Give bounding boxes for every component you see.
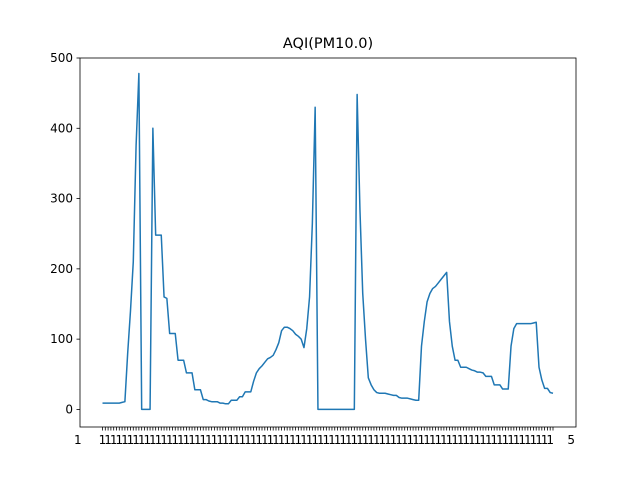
chart-title: AQI(PM10.0): [283, 36, 373, 52]
x-tick-label: 1: [418, 433, 426, 447]
x-tick-label: 1: [496, 433, 504, 447]
x-tick-label: 1: [479, 433, 487, 447]
x-tick-label: 1: [462, 433, 470, 447]
x-tick-label: 1: [446, 433, 454, 447]
x-tick-label: 1: [104, 433, 112, 447]
x-tick-label: 1: [317, 433, 325, 447]
y-tick-label: 0: [65, 402, 73, 416]
x-tick-label: 1: [524, 433, 532, 447]
x-tick-label: 1: [74, 433, 82, 447]
x-tick-label: 1: [267, 433, 275, 447]
x-tick-label: 1: [138, 433, 146, 447]
x-tick-label: 1: [155, 433, 163, 447]
x-tick-label: 1: [311, 433, 319, 447]
x-tick-label: 1: [345, 433, 353, 447]
x-tick-label: 1: [457, 433, 465, 447]
x-tick-label: 1: [188, 433, 196, 447]
x-tick-label: 1: [490, 433, 498, 447]
x-tick-label: 1: [99, 433, 107, 447]
x-tick-label: 1: [507, 433, 515, 447]
x-tick-label: 1: [233, 433, 241, 447]
y-tick-label: 400: [50, 121, 73, 135]
x-tick-label: 1: [278, 433, 286, 447]
x-tick-label: 1: [194, 433, 202, 447]
x-tick-label: 1: [300, 433, 308, 447]
x-tick-label: 1: [356, 433, 364, 447]
x-tick-label: 1: [216, 433, 224, 447]
x-tick-label: 1: [406, 433, 414, 447]
x-tick-label: 1: [485, 433, 493, 447]
x-tick-label: 1: [323, 433, 331, 447]
x-tick-label: 1: [143, 433, 151, 447]
x-tick-label: 1: [283, 433, 291, 447]
y-axis: 0 100 200 300 400 500: [50, 51, 80, 416]
x-tick-label: 1: [518, 433, 526, 447]
x-tick-label: 1: [378, 433, 386, 447]
x-tick-label: 1: [367, 433, 375, 447]
x-tick-label: 1: [115, 433, 123, 447]
x-tick-label: 1: [429, 433, 437, 447]
x-tick-label: 5: [567, 433, 575, 447]
x-tick-label: 1: [250, 433, 258, 447]
x-tick-label: 1: [166, 433, 174, 447]
x-tick-label: 1: [177, 433, 185, 447]
x-tick-label: 1: [451, 433, 459, 447]
x-tick-label: 1: [132, 433, 140, 447]
x-tick-label: 1: [513, 433, 521, 447]
x-tick-label: 1: [261, 433, 269, 447]
y-tick-label: 500: [50, 51, 73, 65]
x-tick-label: 1: [468, 433, 476, 447]
x-tick-label: 1: [272, 433, 280, 447]
x-tick-label: 1: [239, 433, 247, 447]
x-tick-label: 1: [440, 433, 448, 447]
x-tick-label: 1: [401, 433, 409, 447]
x-tick-label: 1: [244, 433, 252, 447]
x-tick-label: 1: [328, 433, 336, 447]
x-tick-label: 1: [541, 433, 549, 447]
x-tick-label: 1: [362, 433, 370, 447]
x-tick-label: 1: [199, 433, 207, 447]
plot-frame: [79, 57, 577, 428]
x-tick-label: 1: [373, 433, 381, 447]
x-tick-label: 1: [434, 433, 442, 447]
x-axis: 1111111111111111111111111111111111111111…: [74, 427, 575, 447]
x-tick-label: 1: [222, 433, 230, 447]
y-tick-label: 200: [50, 262, 73, 276]
x-tick-label: 1: [227, 433, 235, 447]
x-tick-label: 1: [412, 433, 420, 447]
x-tick-label: 1: [384, 433, 392, 447]
x-tick-label: 1: [211, 433, 219, 447]
x-tick-label: 1: [530, 433, 538, 447]
x-tick-label: 1: [160, 433, 168, 447]
x-tick-label: 1: [127, 433, 135, 447]
x-tick-label: 1: [171, 433, 179, 447]
y-tick-label: 300: [50, 192, 73, 206]
x-tick-label: 1: [339, 433, 347, 447]
x-tick-label: 1: [255, 433, 263, 447]
series-line: [102, 72, 554, 411]
x-tick-label: 1: [546, 433, 554, 447]
x-tick-label: 1: [205, 433, 213, 447]
series-layer: [102, 72, 554, 411]
x-tick-label: 1: [535, 433, 543, 447]
x-tick-label: 1: [502, 433, 510, 447]
x-tick-label: 1: [351, 433, 359, 447]
x-tick-label: 1: [423, 433, 431, 447]
x-tick-label: 1: [390, 433, 398, 447]
x-tick-label: 1: [295, 433, 303, 447]
x-tick-label: 1: [289, 433, 297, 447]
x-tick-label: 1: [334, 433, 342, 447]
x-tick-label: 1: [110, 433, 118, 447]
y-tick-label: 100: [50, 332, 73, 346]
x-tick-label: 1: [474, 433, 482, 447]
x-tick-label: 1: [183, 433, 191, 447]
x-tick-label: 1: [395, 433, 403, 447]
x-tick-label: 1: [121, 433, 129, 447]
x-tick-label: 1: [306, 433, 314, 447]
x-tick-label: 1: [149, 433, 157, 447]
